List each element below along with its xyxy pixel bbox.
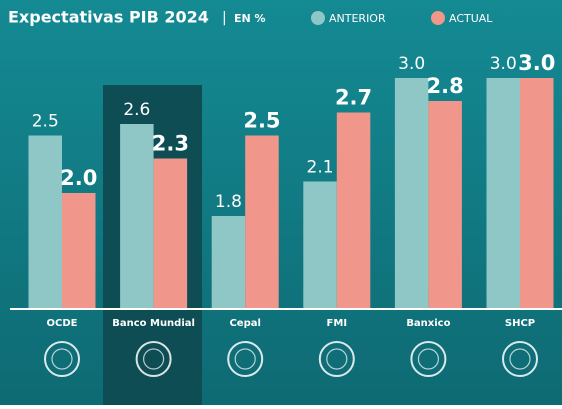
chart-subtitle: EN % xyxy=(234,12,266,25)
logo xyxy=(410,341,447,377)
bar xyxy=(394,78,429,308)
x-tick-label: OCDE xyxy=(47,318,78,329)
logo-inner xyxy=(326,348,348,370)
bar xyxy=(28,135,62,308)
x-tick-label: SHCP xyxy=(505,318,535,329)
value-label: 2.8 xyxy=(427,74,464,98)
bar xyxy=(245,135,279,308)
bar xyxy=(62,193,96,308)
logo-inner xyxy=(143,348,165,370)
logo xyxy=(318,341,355,377)
value-label: 3.0 xyxy=(398,54,425,74)
value-label: 2.6 xyxy=(123,100,150,120)
value-label: 2.1 xyxy=(307,158,334,178)
legend-label: ACTUAL xyxy=(449,12,493,25)
x-tick-label: FMI xyxy=(327,318,348,329)
value-label: 2.7 xyxy=(335,86,372,110)
logo-inner xyxy=(509,348,531,370)
bar xyxy=(486,78,520,308)
x-tick-label: Banco Mundial xyxy=(112,318,195,329)
value-label: 3.0 xyxy=(490,54,517,74)
logo-inner xyxy=(51,348,73,370)
logo-inner xyxy=(234,348,256,370)
value-label: 2.5 xyxy=(243,109,280,133)
value-label: 3.0 xyxy=(518,51,555,75)
icons xyxy=(44,341,538,377)
logo xyxy=(502,341,538,377)
bar xyxy=(120,124,154,308)
chart-title: Expectativas PIB 2024 xyxy=(8,8,209,27)
x-tick-label: Banxico xyxy=(406,318,450,329)
logo xyxy=(135,341,172,377)
separator: | xyxy=(222,10,227,26)
bar xyxy=(336,112,371,308)
legend-swatch xyxy=(431,11,445,25)
bar xyxy=(153,158,188,308)
x-tick-label: Cepal xyxy=(229,318,260,329)
value-label: 2.0 xyxy=(60,166,97,190)
value-label: 2.5 xyxy=(32,112,59,132)
logo xyxy=(227,341,264,377)
bar xyxy=(303,181,337,308)
value-label: 1.8 xyxy=(215,192,242,212)
legend-swatch xyxy=(311,11,325,25)
bar xyxy=(520,78,554,308)
bar xyxy=(428,101,462,308)
value-label: 2.3 xyxy=(152,132,189,156)
legend-label: ANTERIOR xyxy=(329,12,386,25)
bar xyxy=(211,216,246,308)
logo-inner xyxy=(417,348,439,370)
logo xyxy=(44,341,80,377)
